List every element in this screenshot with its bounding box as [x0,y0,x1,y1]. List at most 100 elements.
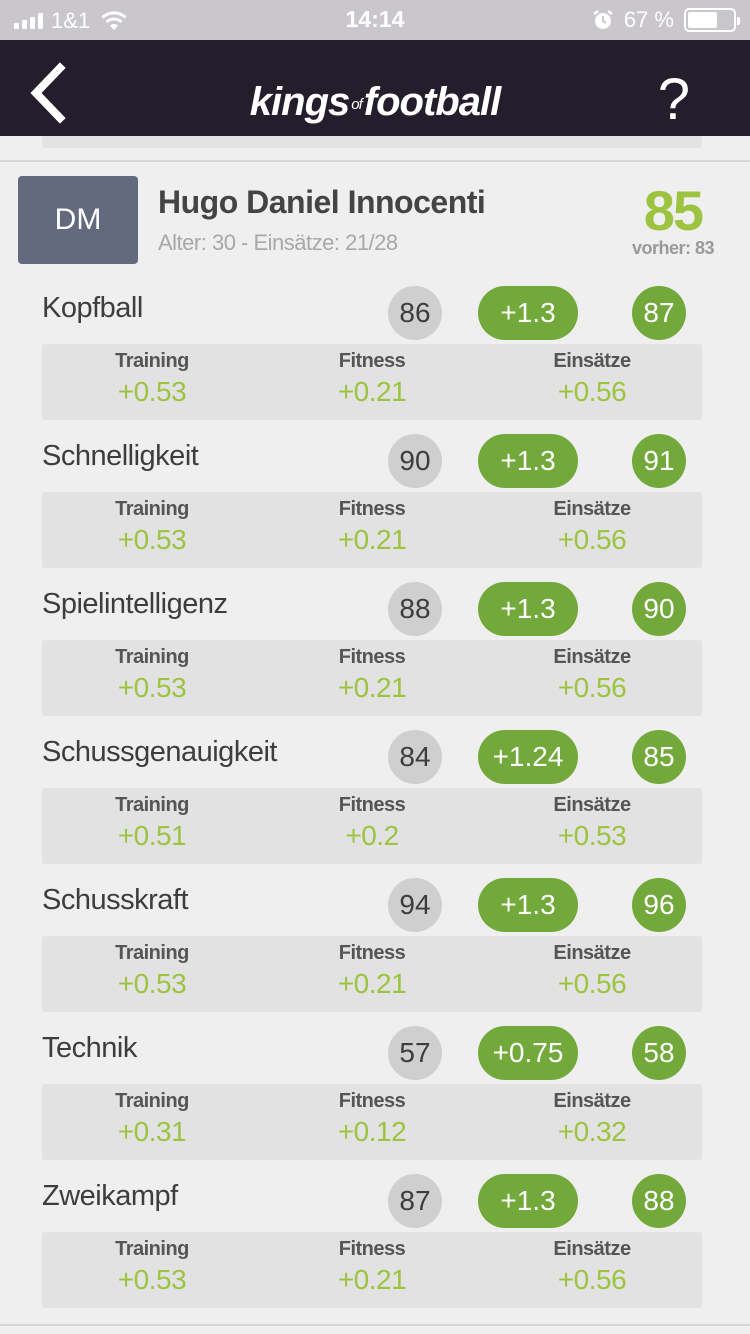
fitness-header: Fitness [338,794,406,816]
training-column: Training +0.31 [42,1084,262,1148]
training-header: Training [115,794,189,816]
new-value-badge: 88 [632,1174,686,1228]
breakdown-panel: Training +0.53 Fitness +0.21 Einsätze +0.56 [42,640,702,716]
fitness-value: +0.12 [337,1116,407,1147]
fitness-value: +0.21 [337,1264,407,1295]
wifi-icon [101,11,127,30]
new-value-badge: 85 [632,730,686,784]
old-value-badge: 90 [388,434,442,488]
nav-bar: kings offootball ? [0,40,750,136]
training-header: Training [115,646,189,668]
einsaetze-column: Einsätze +0.53 [482,788,702,852]
delta-badge: +1.3 [478,1174,578,1228]
fitness-column: Fitness +0.21 [262,936,482,1000]
einsaetze-value: +0.56 [557,672,627,703]
delta-badge: +1.24 [478,730,578,784]
delta-badge: +1.3 [478,434,578,488]
logo-kings: kings [249,80,350,124]
player-meta: Alter: 30 - Einsätze: 21/28 [158,230,398,255]
fitness-value: +0.21 [337,672,407,703]
help-button[interactable]: ? [657,67,690,132]
einsaetze-column: Einsätze +0.32 [482,1084,702,1148]
attribute-row: Schnelligkeit 90 +1.3 91 Training +0.53 F… [0,434,750,582]
attribute-row: Kopfball 86 +1.3 87 Training +0.53 Fitnes… [0,286,750,434]
new-value-badge: 96 [632,878,686,932]
training-value: +0.53 [117,524,187,555]
position-badge: DM [18,176,138,264]
einsaetze-column: Einsätze +0.56 [482,936,702,1000]
new-value-badge: 91 [632,434,686,488]
einsaetze-header: Einsätze [553,646,631,668]
fitness-value: +0.21 [337,968,407,999]
alarm-icon [593,10,613,29]
training-header: Training [115,498,189,520]
logo-football: football [363,80,501,124]
fitness-header: Fitness [338,1238,406,1260]
previous-card-edge [42,136,702,148]
breakdown-panel: Training +0.53 Fitness +0.21 Einsätze +0.56 [42,344,702,420]
delta-badge: +0.75 [478,1026,578,1080]
training-header: Training [115,1238,189,1260]
einsaetze-header: Einsätze [553,1090,631,1112]
battery-icon [684,8,740,32]
einsaetze-value: +0.56 [557,524,627,555]
battery-percent: 67 % [623,7,674,32]
breakdown-panel: Training +0.53 Fitness +0.21 Einsätze +0.56 [42,492,702,568]
delta-badge: +1.3 [478,582,578,636]
old-value-badge: 87 [388,1174,442,1228]
player-name: Hugo Daniel Innocenti [158,184,486,220]
signal-icon [14,13,43,29]
einsaetze-header: Einsätze [553,1238,631,1260]
einsaetze-column: Einsätze +0.56 [482,640,702,704]
training-column: Training +0.53 [42,640,262,704]
status-left: 1&1 [14,8,128,34]
new-value-badge: 58 [632,1026,686,1080]
attribute-row: Spielintelligenz 88 +1.3 90 Training +0.5… [0,582,750,730]
fitness-header: Fitness [338,350,406,372]
back-chevron-icon[interactable] [24,62,74,124]
einsaetze-value: +0.56 [557,376,627,407]
training-value: +0.53 [117,968,187,999]
carrier-label: 1&1 [51,8,91,33]
breakdown-panel: Training +0.53 Fitness +0.21 Einsätze +0.56 [42,1232,702,1308]
fitness-column: Fitness +0.12 [262,1084,482,1148]
attribute-label: Kopfball [42,292,143,324]
einsaetze-header: Einsätze [553,794,631,816]
breakdown-panel: Training +0.51 Fitness +0.2 Einsätze +0.53 [42,788,702,864]
old-value-badge: 88 [388,582,442,636]
training-column: Training +0.53 [42,344,262,408]
delta-badge: +1.3 [478,286,578,340]
einsaetze-column: Einsätze +0.56 [482,1232,702,1296]
training-column: Training +0.51 [42,788,262,852]
training-column: Training +0.53 [42,1232,262,1296]
attribute-row: Technik 57 +0.75 58 Training +0.31 Fitnes… [0,1026,750,1174]
einsaetze-column: Einsätze +0.56 [482,492,702,556]
fitness-column: Fitness +0.21 [262,1232,482,1296]
attribute-label: Technik [42,1032,137,1064]
status-bar: 1&1 14:14 67 % [0,0,750,40]
status-time: 14:14 [345,6,405,32]
divider [0,160,750,162]
status-right: 67 % [592,7,740,33]
old-value-badge: 57 [388,1026,442,1080]
breakdown-panel: Training +0.53 Fitness +0.21 Einsätze +0.56 [42,936,702,1012]
einsaetze-value: +0.53 [557,820,627,851]
new-value-badge: 87 [632,286,686,340]
training-value: +0.53 [117,1264,187,1295]
attribute-row: Schusskraft 94 +1.3 96 Training +0.53 Fit… [0,878,750,1026]
einsaetze-value: +0.32 [557,1116,627,1147]
old-value-badge: 94 [388,878,442,932]
einsaetze-column: Einsätze +0.56 [482,344,702,408]
training-column: Training +0.53 [42,492,262,556]
fitness-column: Fitness +0.2 [262,788,482,852]
divider [0,1324,750,1326]
fitness-column: Fitness +0.21 [262,344,482,408]
attribute-label: Schussgenauigkeit [42,736,277,768]
einsaetze-value: +0.56 [557,968,627,999]
einsaetze-header: Einsätze [553,350,631,372]
previous-rating: vorher: 83 [631,238,715,258]
fitness-header: Fitness [338,646,406,668]
old-value-badge: 84 [388,730,442,784]
einsaetze-header: Einsätze [553,942,631,964]
player-rating: 85 [643,179,704,242]
